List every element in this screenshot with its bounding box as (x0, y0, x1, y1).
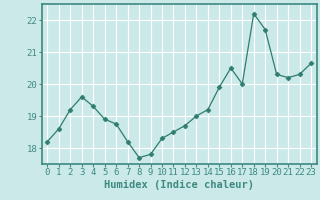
X-axis label: Humidex (Indice chaleur): Humidex (Indice chaleur) (104, 180, 254, 190)
